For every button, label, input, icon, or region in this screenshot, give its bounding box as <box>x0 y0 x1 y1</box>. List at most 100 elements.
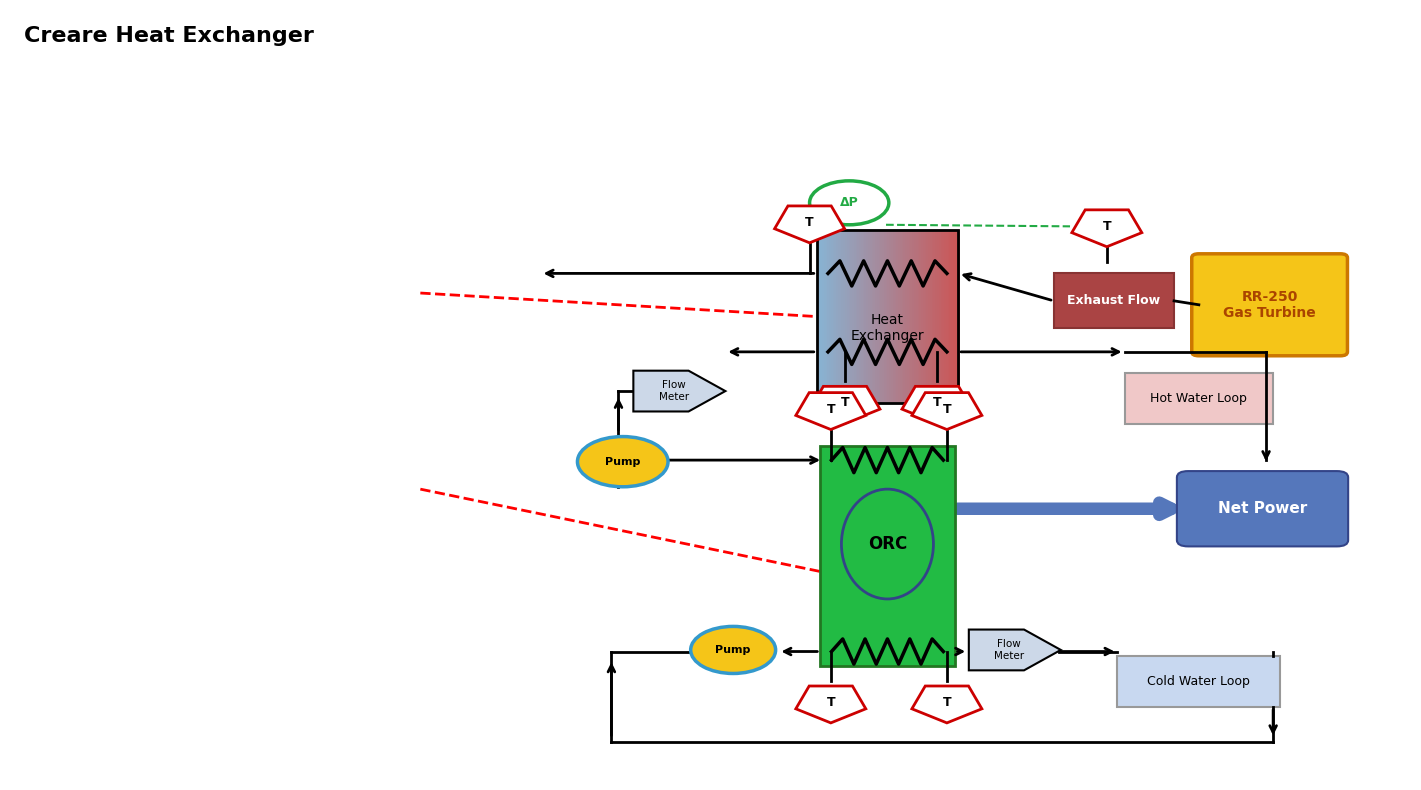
Bar <box>1124 374 1273 424</box>
Bar <box>820 230 823 403</box>
Bar <box>870 230 872 403</box>
Bar <box>828 230 833 403</box>
Text: T: T <box>806 216 814 229</box>
Bar <box>891 230 894 403</box>
Polygon shape <box>796 393 865 430</box>
Bar <box>821 230 826 403</box>
Bar <box>899 230 902 403</box>
Bar <box>1054 273 1174 329</box>
Polygon shape <box>810 386 880 423</box>
Bar <box>864 230 868 403</box>
Bar <box>894 230 898 403</box>
Bar <box>857 230 861 403</box>
Bar <box>881 230 884 403</box>
Bar <box>905 230 908 403</box>
Polygon shape <box>969 630 1061 671</box>
Bar <box>953 230 956 403</box>
Bar <box>840 230 843 403</box>
FancyBboxPatch shape <box>1192 254 1347 356</box>
Bar <box>841 230 844 403</box>
Bar <box>918 230 921 403</box>
Bar <box>838 230 841 403</box>
Bar <box>861 230 864 403</box>
Bar <box>897 230 899 403</box>
Bar <box>882 230 885 403</box>
Bar <box>922 230 926 403</box>
Bar <box>921 230 924 403</box>
Circle shape <box>691 626 776 674</box>
Bar <box>908 230 912 403</box>
Bar <box>817 230 820 403</box>
Text: ORC: ORC <box>868 535 907 553</box>
Text: Cold Water Loop: Cold Water Loop <box>1147 675 1250 688</box>
Bar <box>904 230 907 403</box>
Bar <box>875 230 878 403</box>
Bar <box>818 230 821 403</box>
Bar <box>848 230 851 403</box>
FancyBboxPatch shape <box>1177 471 1349 547</box>
Bar <box>843 230 847 403</box>
Bar <box>855 230 858 403</box>
Text: T: T <box>841 397 850 409</box>
Polygon shape <box>912 686 982 723</box>
Bar <box>824 230 827 403</box>
Text: Net Power: Net Power <box>1218 501 1307 516</box>
Bar <box>936 230 941 403</box>
Bar <box>949 230 952 403</box>
Bar <box>827 230 830 403</box>
Bar <box>845 230 848 403</box>
Bar <box>939 230 942 403</box>
Bar <box>826 230 828 403</box>
Bar <box>1117 656 1280 707</box>
Bar <box>919 230 922 403</box>
Bar <box>817 230 958 403</box>
Text: Flow
Meter: Flow Meter <box>995 639 1025 660</box>
Bar <box>871 230 875 403</box>
Bar <box>863 230 865 403</box>
Bar <box>915 230 919 403</box>
Text: T: T <box>1103 220 1111 233</box>
Bar <box>874 230 877 403</box>
Bar <box>884 230 887 403</box>
Bar <box>867 230 870 403</box>
Bar <box>820 446 955 666</box>
Bar <box>946 230 949 403</box>
Text: T: T <box>827 696 836 709</box>
Bar <box>914 230 917 403</box>
Bar <box>868 230 871 403</box>
Bar <box>834 230 837 403</box>
Text: Hot Water Loop: Hot Water Loop <box>1151 393 1248 405</box>
Text: Flow
Meter: Flow Meter <box>659 380 689 402</box>
Polygon shape <box>912 393 982 430</box>
Bar <box>925 230 928 403</box>
Polygon shape <box>634 371 725 412</box>
Bar <box>850 230 854 403</box>
Text: T: T <box>942 696 951 709</box>
Bar <box>901 230 905 403</box>
Bar <box>888 230 891 403</box>
Bar <box>890 230 892 403</box>
Bar <box>847 230 850 403</box>
Polygon shape <box>1071 210 1142 246</box>
Bar <box>831 230 834 403</box>
Bar <box>944 230 948 403</box>
Text: T: T <box>932 397 941 409</box>
Text: Pump: Pump <box>715 645 750 655</box>
Polygon shape <box>902 386 972 423</box>
Bar <box>935 230 938 403</box>
Bar <box>860 230 863 403</box>
Bar <box>853 230 855 403</box>
Bar <box>833 230 836 403</box>
Bar <box>932 230 935 403</box>
Polygon shape <box>796 686 865 723</box>
Bar <box>878 230 882 403</box>
Text: Exhaust Flow: Exhaust Flow <box>1067 295 1161 307</box>
Bar <box>948 230 951 403</box>
Bar <box>877 230 880 403</box>
Text: T: T <box>827 403 836 416</box>
Bar <box>956 230 959 403</box>
Circle shape <box>810 181 890 225</box>
Bar <box>929 230 934 403</box>
Text: ΔP: ΔP <box>840 196 858 209</box>
Bar <box>907 230 909 403</box>
